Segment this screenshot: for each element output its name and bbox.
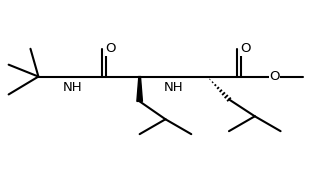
Text: O: O — [269, 70, 280, 83]
Text: NH: NH — [164, 81, 183, 94]
Text: O: O — [105, 42, 115, 55]
Polygon shape — [137, 77, 142, 101]
Text: NH: NH — [62, 81, 82, 94]
Text: O: O — [240, 42, 251, 55]
